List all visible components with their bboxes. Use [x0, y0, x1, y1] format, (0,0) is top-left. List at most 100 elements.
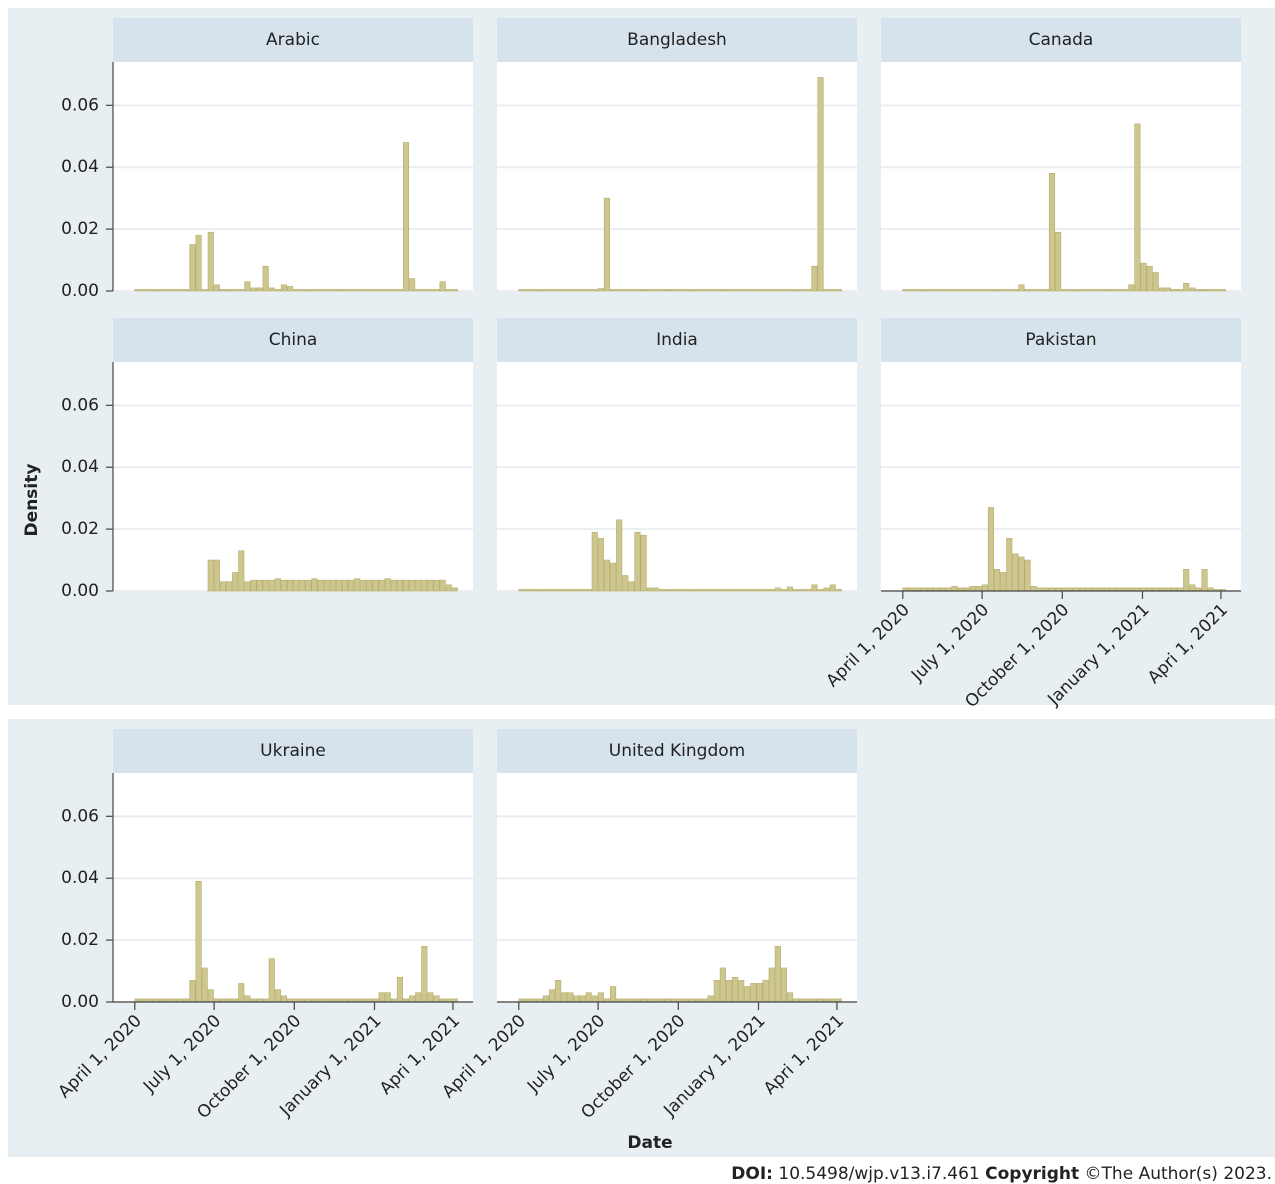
- bar: [274, 989, 281, 1003]
- bar: [671, 589, 678, 592]
- bar: [1048, 173, 1056, 292]
- bar: [1177, 289, 1184, 292]
- bar: [195, 881, 202, 1003]
- bar: [725, 589, 733, 592]
- bar: [926, 289, 934, 292]
- bar: [701, 589, 708, 592]
- bar: [323, 289, 330, 292]
- bar: [536, 289, 543, 292]
- bar: [152, 289, 159, 292]
- bar: [542, 589, 550, 592]
- row-gap: [8, 705, 1275, 719]
- bar: [786, 586, 794, 592]
- bar: [1207, 289, 1214, 292]
- bar: [1030, 289, 1037, 292]
- bar: [1012, 553, 1019, 592]
- bar: [768, 967, 775, 1003]
- bar: [591, 995, 598, 1003]
- bar: [1183, 569, 1190, 592]
- bar: [811, 265, 818, 292]
- bar: [396, 976, 403, 1003]
- bar: [908, 289, 915, 292]
- bar: [530, 289, 537, 292]
- bar: [1042, 289, 1049, 292]
- bar: [274, 289, 281, 292]
- panel-title: India: [656, 330, 698, 350]
- bar: [981, 584, 988, 592]
- bar: [994, 289, 1001, 292]
- bar: [238, 983, 245, 1003]
- bar: [262, 265, 269, 292]
- bar: [1000, 289, 1007, 292]
- bar: [585, 589, 592, 592]
- bar: [1170, 289, 1178, 292]
- bar: [774, 289, 781, 292]
- bar: [774, 945, 781, 1003]
- bar: [189, 980, 196, 1003]
- bar: [268, 958, 275, 1003]
- bar: [305, 289, 312, 292]
- panel-header: [497, 18, 857, 62]
- bar: [567, 289, 574, 292]
- bar: [756, 983, 763, 1003]
- bar: [299, 289, 306, 292]
- bar: [402, 579, 410, 592]
- bar: [750, 983, 757, 1003]
- bar: [1006, 538, 1013, 592]
- bar: [421, 579, 428, 592]
- bar: [549, 289, 556, 292]
- bar: [402, 142, 410, 292]
- bar: [213, 559, 220, 592]
- bar: [744, 289, 751, 292]
- bar: [433, 289, 440, 292]
- bar: [524, 289, 531, 292]
- bar: [591, 531, 598, 592]
- bar: [719, 289, 726, 292]
- bar: [293, 579, 300, 592]
- bar: [823, 289, 830, 292]
- bar: [701, 289, 708, 292]
- bar: [433, 995, 440, 1003]
- bar: [262, 579, 269, 592]
- plot-area: [497, 773, 857, 1002]
- bar: [1201, 569, 1208, 592]
- bar: [762, 980, 769, 1003]
- bar: [536, 589, 543, 592]
- y-tick-label: 0.00: [61, 992, 99, 1012]
- bar: [920, 289, 927, 292]
- bar: [366, 579, 373, 592]
- bar: [317, 579, 324, 592]
- panel-header: [497, 318, 857, 362]
- bar: [1091, 289, 1098, 292]
- bar: [817, 589, 824, 592]
- bar: [1024, 289, 1031, 292]
- bar: [213, 284, 220, 292]
- bar: [603, 559, 611, 592]
- bar: [433, 579, 440, 592]
- doi: 10.5498/wjp.v13.i7.461: [778, 1164, 979, 1184]
- bar: [1116, 289, 1123, 292]
- bar: [762, 289, 769, 292]
- panel-title: Ukraine: [260, 741, 326, 761]
- bar: [530, 589, 537, 592]
- y-tick-label: 0.04: [61, 157, 99, 177]
- bar: [335, 579, 342, 592]
- bar: [573, 995, 580, 1003]
- bar: [597, 288, 604, 292]
- bar: [207, 559, 214, 592]
- bar: [226, 289, 233, 292]
- bar: [664, 289, 672, 292]
- bar: [738, 980, 745, 1003]
- bar: [689, 589, 696, 592]
- bar: [409, 579, 416, 592]
- panel-title: United Kingdom: [609, 741, 745, 761]
- bar: [774, 587, 781, 592]
- bar: [585, 289, 592, 292]
- plot-area: [113, 62, 473, 291]
- plot-area: [113, 362, 473, 591]
- bar: [226, 581, 233, 592]
- panel-title: Canada: [1029, 30, 1094, 50]
- bar: [238, 550, 245, 592]
- bar: [518, 289, 525, 292]
